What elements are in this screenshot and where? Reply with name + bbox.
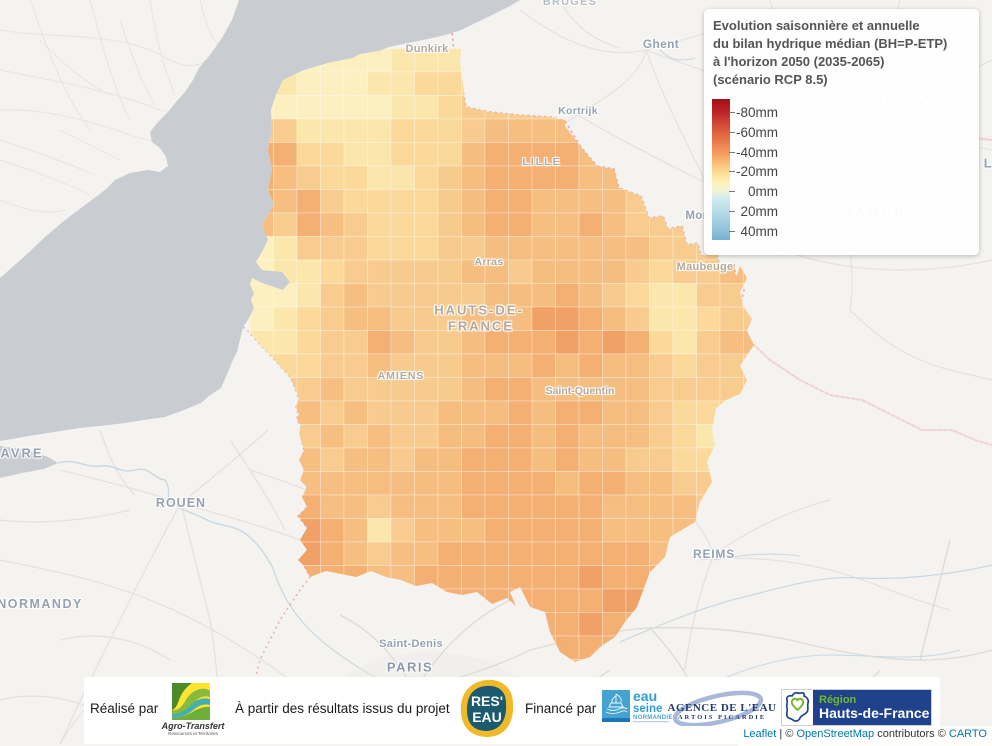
svg-text:ARTOIS PICARDIE: ARTOIS PICARDIE bbox=[678, 714, 766, 721]
svg-text:seine: seine bbox=[633, 703, 662, 715]
svg-text:NORMANDIE: NORMANDIE bbox=[633, 715, 672, 721]
svg-text:EAU: EAU bbox=[472, 709, 502, 725]
svg-text:AGENCE DE L'EAU: AGENCE DE L'EAU bbox=[668, 702, 777, 714]
svg-text:eau: eau bbox=[633, 688, 657, 704]
svg-text:RES': RES' bbox=[471, 693, 503, 709]
